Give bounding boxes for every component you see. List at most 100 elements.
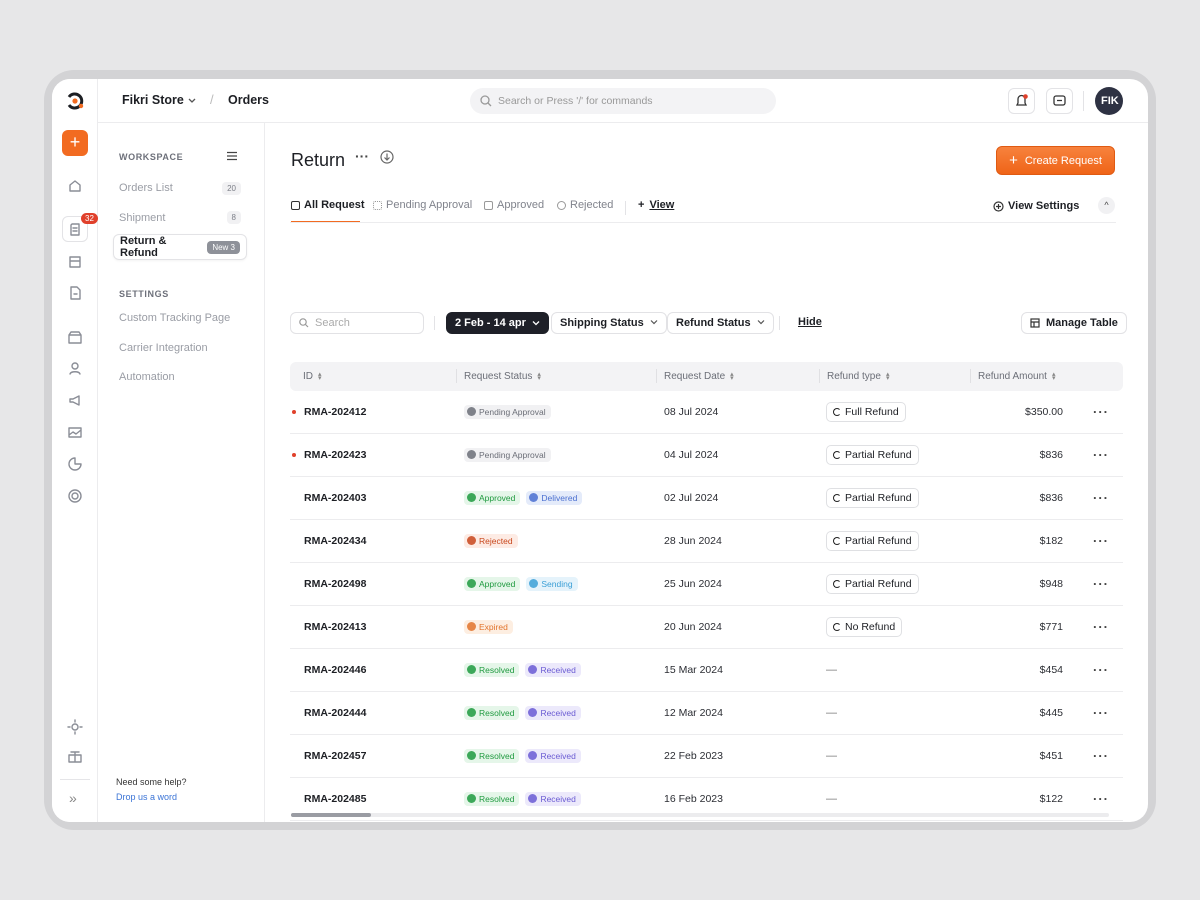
row-menu[interactable]: ···	[1093, 791, 1109, 807]
request-id: RMA-202434	[304, 535, 367, 547]
icon	[67, 456, 83, 477]
icon-shape	[69, 395, 80, 406]
table-row[interactable]: RMA-202403 Approved Delivered 02 Jul 2024 Pa…	[290, 477, 1123, 520]
status-cell: Expired	[464, 618, 519, 636]
workspace-item[interactable]: Return & Refund New 3	[113, 234, 247, 260]
rail-active[interactable]	[62, 216, 88, 242]
status-icon	[529, 579, 539, 588]
workspace-title: WORKSPACE	[119, 152, 184, 162]
tab[interactable]: All Request	[291, 199, 365, 211]
settings-item[interactable]: Custom Tracking Page	[119, 312, 231, 324]
tab[interactable]: Rejected	[557, 199, 613, 211]
refund-amount: $350.00	[1025, 406, 1063, 418]
icon-rail: + 32 »	[52, 79, 98, 822]
table-row[interactable]: RMA-202444 Resolved Received 12 Mar 2024 — $4…	[290, 692, 1123, 735]
item-count: 8	[226, 211, 241, 224]
view-settings[interactable]: View Settings	[993, 200, 1079, 212]
workspace-item[interactable]: Orders List 20	[113, 175, 247, 201]
table-row[interactable]: RMA-202413 Expired 20 Jun 2024 No Refund $77…	[290, 606, 1123, 649]
expand-icon[interactable]: »	[69, 790, 77, 806]
menu-icon[interactable]	[226, 151, 238, 161]
status-cell: Pending Approval	[464, 446, 557, 464]
more-button[interactable]: ···	[355, 148, 369, 164]
divider	[434, 316, 435, 330]
row-menu[interactable]: ···	[1093, 576, 1109, 592]
column-header[interactable]: ID ▴ ▾	[303, 371, 322, 383]
global-search[interactable]: Search or Press '/' for commands	[470, 88, 776, 114]
add-button[interactable]: +	[62, 130, 88, 156]
refund-amount: $836	[1039, 492, 1063, 504]
divider	[60, 779, 90, 780]
table-row[interactable]: RMA-202457 Resolved Received 22 Feb 2023 — $4…	[290, 735, 1123, 778]
table-row[interactable]: RMA-202467ResolvedReceived11 Feb 2023—$3…	[290, 821, 1123, 822]
avatar[interactable]: FIK	[1095, 87, 1123, 115]
chevron	[188, 98, 196, 103]
row-menu[interactable]: ···	[1093, 748, 1109, 764]
refund-label: Partial Refund	[845, 578, 912, 590]
status-cell: Approved Sending	[464, 575, 584, 593]
chat-button[interactable]	[1046, 88, 1073, 114]
item-count: 20	[222, 181, 241, 195]
sidebar: WORKSPACE Orders List 20 Shipment 8 Return &…	[98, 123, 265, 822]
tab-label: All Request	[304, 199, 365, 211]
table-row[interactable]: RMA-202423 Pending Approval 04 Jul 2024 Par…	[290, 434, 1123, 477]
table-row[interactable]: RMA-202485 Resolved Received 16 Feb 2023 — $1…	[290, 778, 1123, 821]
column-header[interactable]: Request Date ▴ ▾	[664, 371, 734, 383]
refund-type: —	[826, 664, 837, 676]
add-view[interactable]: + View	[638, 199, 675, 211]
hide-button[interactable]: Hide	[798, 316, 822, 328]
workspace-item[interactable]: Shipment 8	[113, 205, 247, 231]
refund-type: No Refund	[826, 617, 903, 637]
request-id: RMA-202444	[304, 707, 367, 719]
tab[interactable]: Approved	[484, 199, 544, 211]
refund-amount: $454	[1039, 664, 1063, 676]
filter-dropdown[interactable]: Refund Status	[667, 312, 774, 334]
table-header	[290, 362, 1123, 391]
download-icon[interactable]	[380, 150, 394, 164]
bell-button[interactable]	[1008, 88, 1035, 114]
page-crumb[interactable]: Orders	[228, 93, 269, 107]
row-menu[interactable]: ···	[1093, 447, 1109, 463]
table-search[interactable]: Search	[290, 312, 424, 334]
table-row[interactable]: RMA-202446 Resolved Received 15 Mar 2024 — $4…	[290, 649, 1123, 692]
row-menu[interactable]: ···	[1093, 705, 1109, 721]
tab[interactable]: Pending Approval	[373, 199, 472, 211]
chat-icon	[1053, 95, 1066, 106]
scroll-thumb[interactable]	[291, 813, 371, 817]
refund-icon	[833, 494, 841, 502]
column-header[interactable]: Refund Amount ▴ ▾	[978, 371, 1055, 383]
status-cell: Resolved Received	[464, 704, 587, 722]
row-menu[interactable]: ···	[1093, 533, 1109, 549]
table-row[interactable]: RMA-202498 Approved Sending 25 Jun 2024 Part…	[290, 563, 1123, 606]
column-label: Request Date	[664, 371, 726, 382]
column-label: ID	[303, 371, 313, 382]
column-header[interactable]: Request Status ▴ ▾	[464, 371, 541, 383]
create-button[interactable]: + Create Request	[996, 146, 1115, 175]
refund-label: Full Refund	[845, 406, 899, 418]
row-menu[interactable]: ···	[1093, 662, 1109, 678]
status-label: Resolved	[479, 664, 515, 675]
store-name[interactable]: Fikri Store	[122, 93, 184, 107]
filter-dropdown[interactable]: Shipping Status	[551, 312, 667, 334]
status-badge: Resolved	[464, 791, 520, 806]
date-filter[interactable]: 2 Feb - 14 apr	[446, 312, 549, 334]
bell-icon	[1015, 94, 1028, 106]
table-row[interactable]: RMA-202412 Pending Approval 08 Jul 2024 Ful…	[290, 391, 1123, 434]
refund-icon	[833, 451, 841, 459]
settings-item[interactable]: Carrier Integration	[119, 341, 208, 354]
settings-item[interactable]: Automation	[119, 371, 175, 383]
refund-type: Partial Refund	[826, 531, 919, 551]
help-link[interactable]: Drop us a word	[116, 792, 178, 802]
column-header[interactable]: Refund type ▴ ▾	[827, 371, 889, 383]
row-menu[interactable]: ···	[1093, 490, 1109, 506]
collapse-button[interactable]: ^	[1098, 197, 1115, 214]
icon	[67, 178, 83, 199]
row-menu[interactable]: ···	[1093, 404, 1109, 420]
table-row[interactable]: RMA-202434 Rejected 28 Jun 2024 Partial Ref…	[290, 520, 1123, 563]
divider	[1083, 91, 1084, 111]
manage-table[interactable]: Manage Table	[1021, 312, 1127, 334]
settings-icon	[993, 200, 1004, 212]
row-menu[interactable]: ···	[1093, 619, 1109, 635]
status-badge: Received	[525, 705, 581, 720]
refund-label: Partial Refund	[845, 492, 912, 504]
